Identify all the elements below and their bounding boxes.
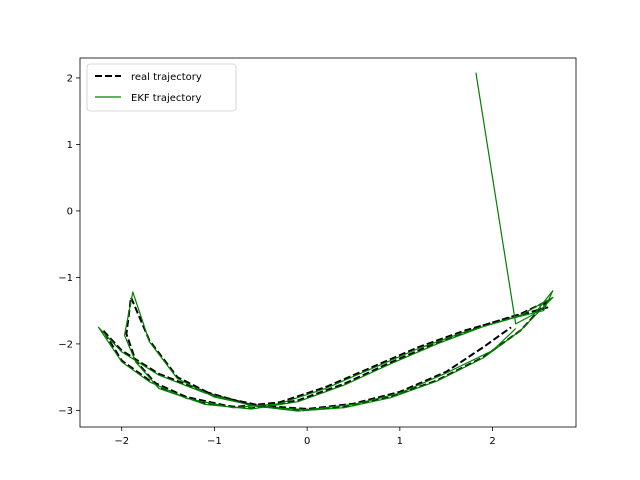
- y-tick-label: −2: [58, 339, 73, 350]
- x-tick-label: 2: [489, 436, 495, 447]
- legend-label-real-trajectory: real trajectory: [131, 72, 202, 83]
- x-tick-label: 1: [397, 436, 403, 447]
- legend-label-ekf-trajectory: EKF trajectory: [131, 93, 202, 104]
- y-tick-label: −3: [58, 406, 73, 417]
- x-tick-label: 0: [304, 436, 310, 447]
- series-layer: [97, 72, 554, 412]
- legend: real trajectory EKF trajectory: [86, 63, 237, 112]
- y-tick-label: 0: [67, 206, 73, 217]
- plot-frame: [79, 57, 577, 428]
- axis-layer: −2 −1 0 1 2 2 1 0 −1 −2 −3: [58, 73, 495, 447]
- plot-area: [80, 58, 576, 427]
- series-line-ekf-trajectory: [97, 72, 554, 412]
- x-tick-label: −2: [114, 436, 129, 447]
- y-tick-label: 2: [67, 73, 73, 84]
- legend-box: [86, 63, 237, 112]
- y-tick-label: −1: [58, 273, 73, 284]
- y-tick-label: 1: [67, 140, 73, 151]
- x-tick-label: −1: [207, 436, 222, 447]
